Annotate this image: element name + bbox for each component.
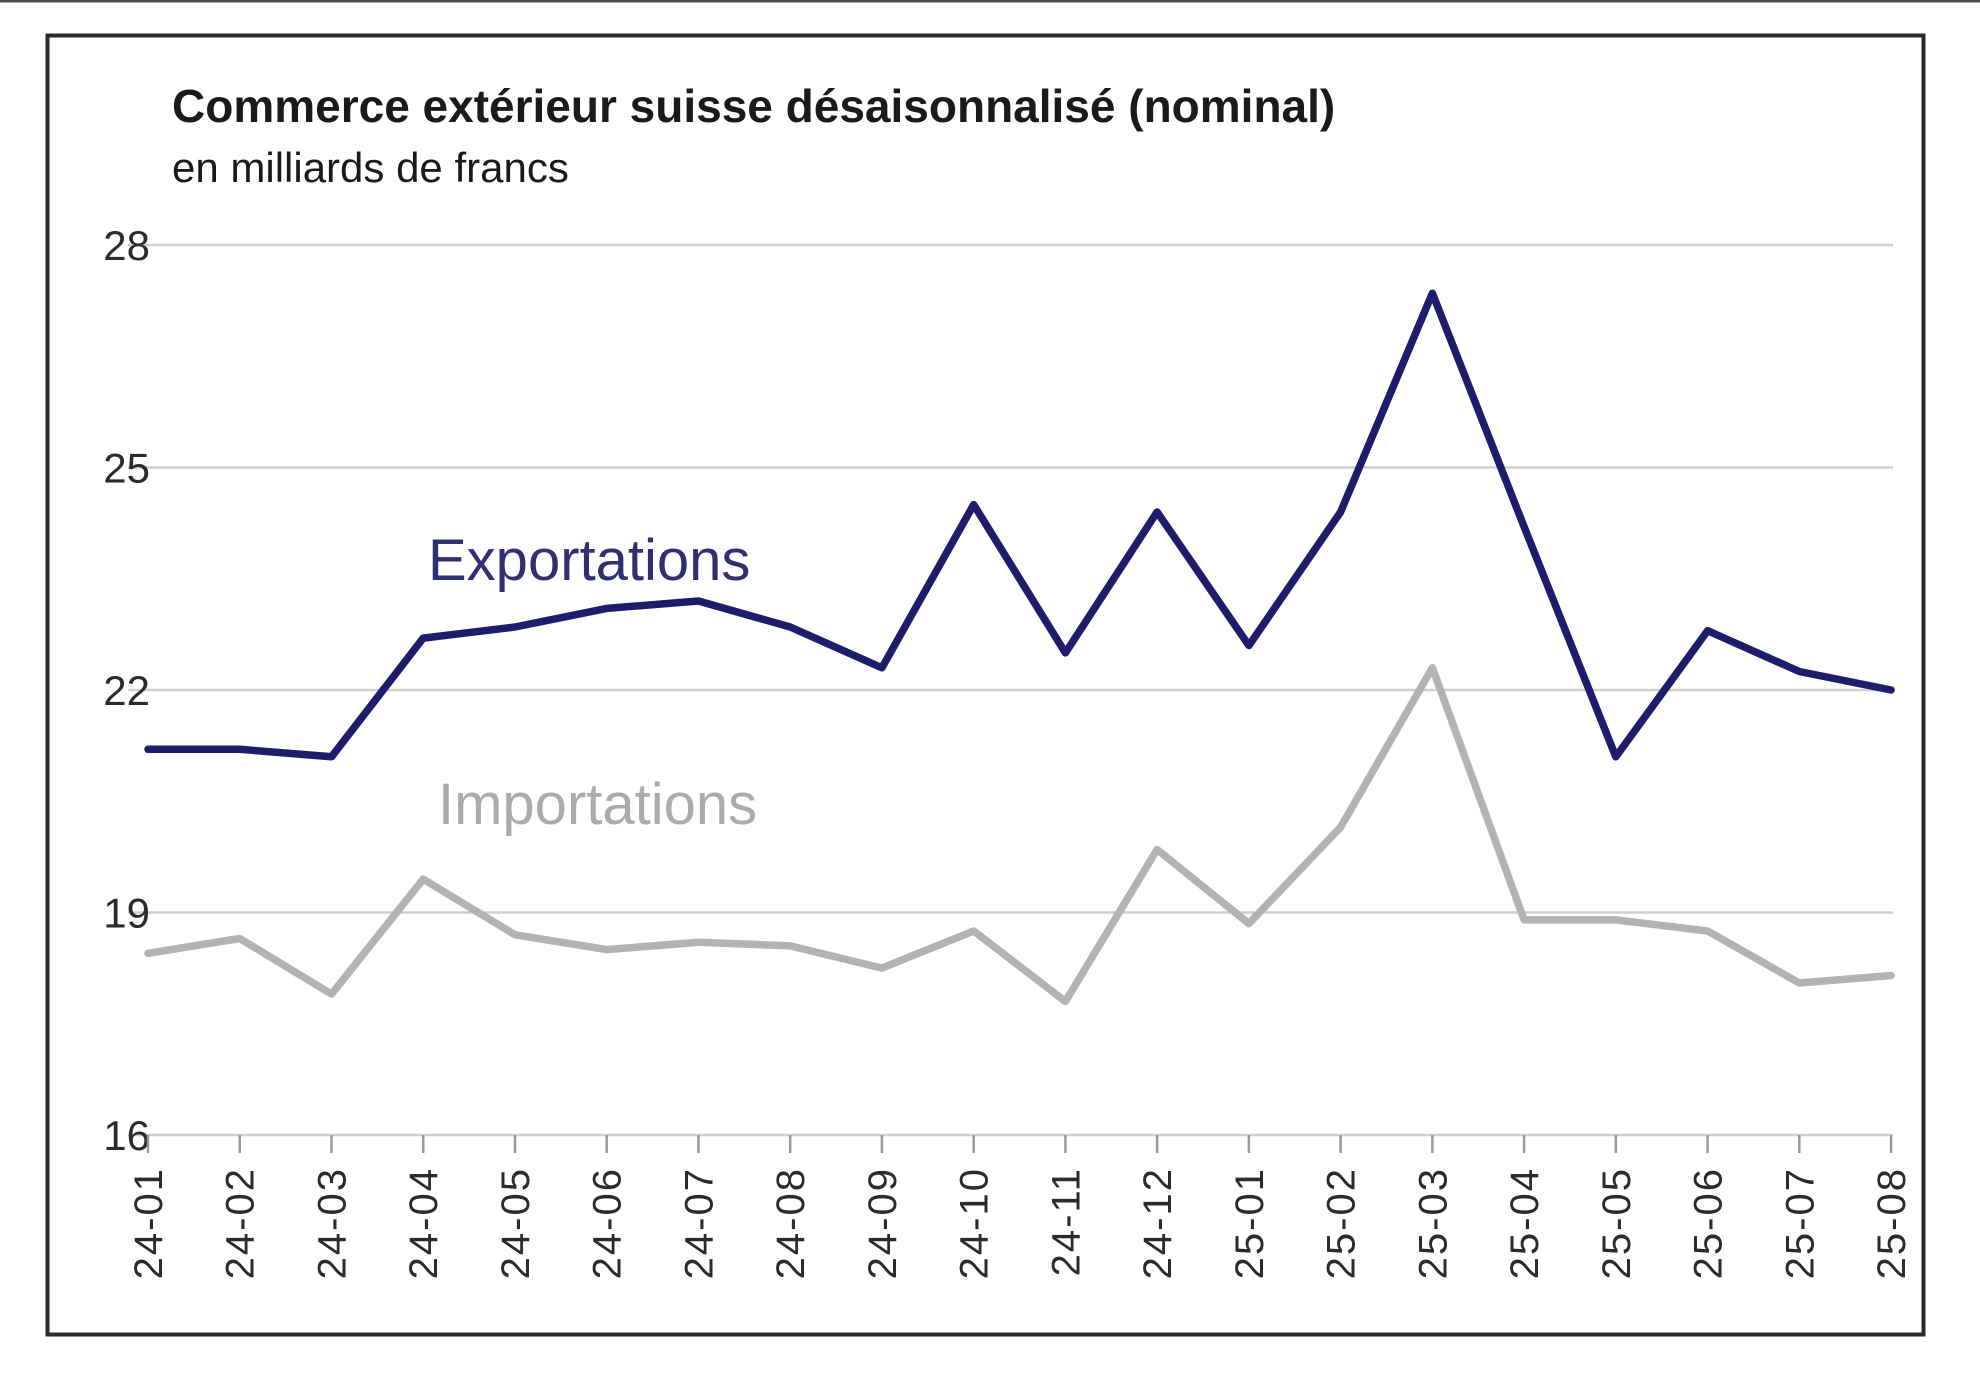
x-axis-label-25-08: 25-08 (1870, 1167, 1914, 1279)
x-axis-label-25-06: 25-06 (1687, 1167, 1731, 1279)
x-axis-label-25-02: 25-02 (1320, 1167, 1364, 1279)
x-axis-label-24-06: 24-06 (586, 1167, 630, 1279)
x-axis-label-25-03: 25-03 (1411, 1167, 1455, 1279)
x-axis-label-24-10: 24-10 (953, 1167, 997, 1279)
x-axis-label-24-02: 24-02 (219, 1167, 263, 1279)
y-axis-label-22: 22 (103, 667, 150, 714)
x-axis-label-24-09: 24-09 (861, 1167, 905, 1279)
x-axis-label-24-05: 24-05 (494, 1167, 538, 1279)
x-axis-label-24-01: 24-01 (127, 1167, 171, 1279)
x-axis: 24-01 24-02 24-03 24-04 24-05 24-06 24-07 24-08… (127, 1135, 1914, 1279)
x-axis-label-25-04: 25-04 (1503, 1167, 1547, 1279)
top-edge-line (0, 0, 1980, 3)
exportations-line (144, 289, 1895, 761)
x-axis-label-24-11: 24-11 (1044, 1167, 1088, 1276)
x-axis-label-25-05: 25-05 (1595, 1167, 1639, 1279)
chart-frame (45, 33, 1926, 1337)
y-axis-label-19: 19 (103, 890, 150, 937)
data-lines (144, 289, 1895, 1006)
x-axis-label-25-01: 25-01 (1228, 1167, 1272, 1279)
y-axis-labels: 28 25 22 19 16 (103, 222, 150, 1159)
gridlines (128, 243, 1893, 1137)
y-axis-label-25: 25 (103, 445, 150, 492)
x-axis-label-24-03: 24-03 (310, 1167, 354, 1279)
chart-subtitle: en milliards de francs (172, 144, 569, 191)
x-axis-label-25-07: 25-07 (1778, 1167, 1822, 1279)
x-axis-label-24-07: 24-07 (677, 1167, 721, 1279)
importations-series-label: Importations (438, 772, 757, 837)
importations-line (144, 664, 1895, 1006)
x-axis-label-24-08: 24-08 (769, 1167, 813, 1279)
y-axis-label-28: 28 (103, 222, 150, 269)
exportations-series-label: Exportations (428, 528, 750, 593)
x-axis-label-24-04: 24-04 (402, 1167, 446, 1279)
y-axis-label-16: 16 (103, 1112, 150, 1159)
x-axis-label-24-12: 24-12 (1136, 1167, 1180, 1279)
chart-title: Commerce extérieur suisse désaisonnalisé… (172, 80, 1335, 132)
